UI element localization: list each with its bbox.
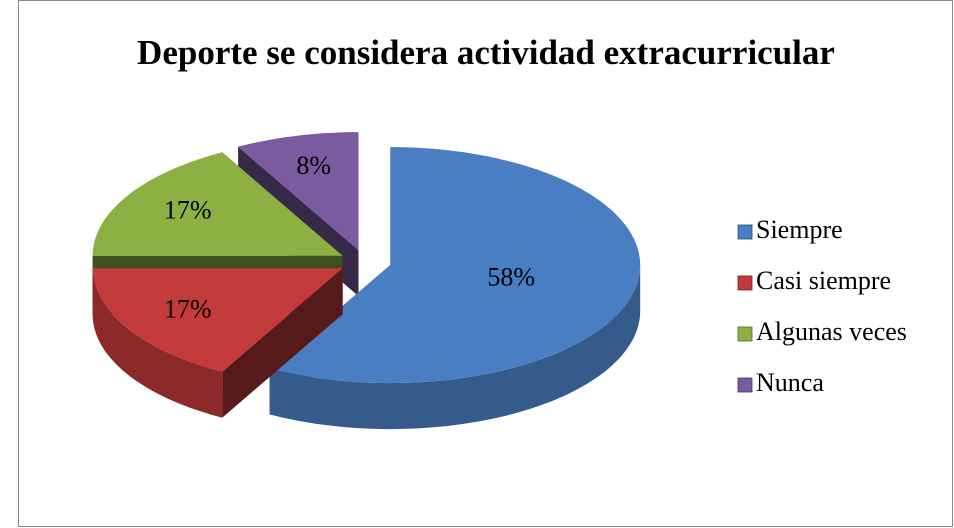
legend-label: Nunca: [756, 368, 824, 397]
legend-label: Siempre: [756, 215, 843, 244]
legend-swatch: [737, 326, 753, 342]
slice-rim: [269, 265, 641, 430]
legend-label: Casi siempre: [756, 266, 891, 295]
slice: [92, 268, 343, 372]
chart-title: Deporte se considera actividad extracurr…: [137, 33, 835, 72]
slice: [92, 152, 343, 256]
slice: [238, 132, 359, 251]
legend-swatch: [737, 377, 753, 393]
slice-group: [269, 147, 641, 430]
legend-swatch: [737, 275, 753, 291]
data-label: 17%: [164, 294, 212, 323]
slice-group: [92, 268, 343, 418]
data-label: 8%: [296, 151, 331, 180]
legend-label: Algunas veces: [756, 317, 907, 346]
slice-rim: [92, 268, 223, 418]
slice: [269, 147, 641, 384]
data-label: 58%: [487, 263, 535, 292]
data-label: 17%: [164, 195, 212, 224]
legend-swatch: [737, 224, 753, 240]
